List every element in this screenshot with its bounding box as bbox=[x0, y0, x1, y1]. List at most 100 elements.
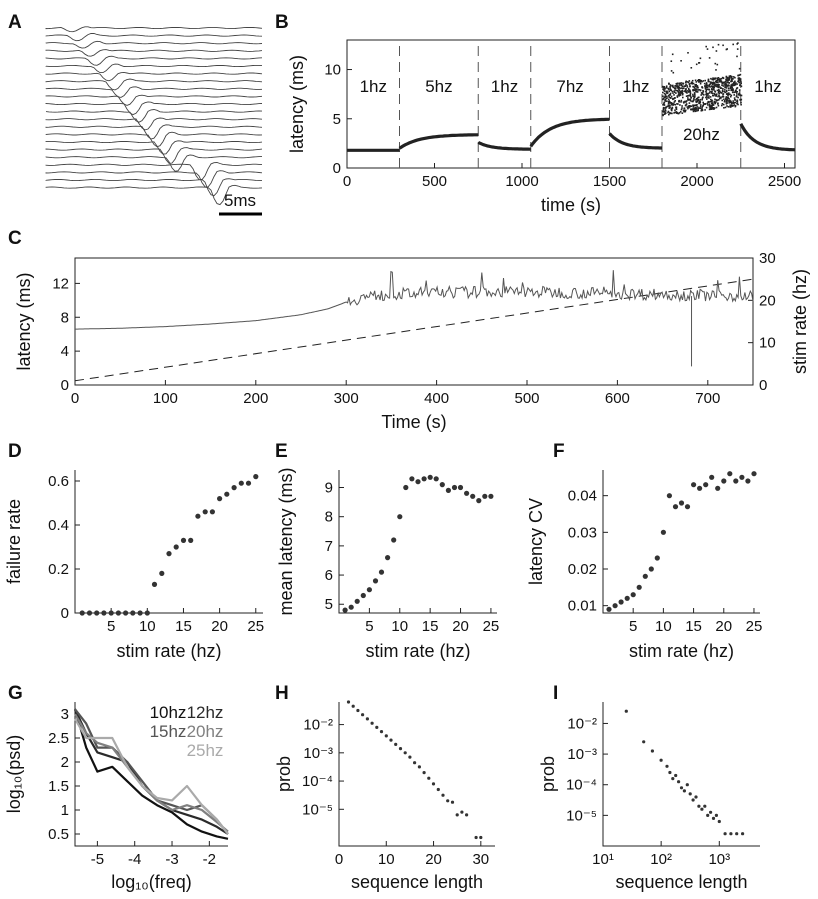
pt-20hz bbox=[701, 86, 703, 88]
pt-20hz bbox=[729, 87, 732, 90]
pt-20hz bbox=[692, 106, 695, 108]
data-point-1 bbox=[624, 709, 628, 713]
pt-20hz bbox=[717, 83, 719, 86]
data-point-19 bbox=[431, 782, 436, 786]
pt-20hz bbox=[705, 96, 707, 99]
pt-20hz bbox=[728, 101, 731, 103]
pt-20hz bbox=[665, 87, 668, 89]
segment-trace-4 bbox=[608, 132, 662, 150]
pt-20hz bbox=[683, 110, 685, 113]
pt-20hz bbox=[663, 101, 666, 104]
pt-20hz bbox=[692, 99, 695, 102]
pt-20hz bbox=[711, 102, 714, 104]
pt-20hz bbox=[713, 108, 715, 110]
panel-letter-e: E bbox=[275, 441, 288, 462]
data-point-7 bbox=[375, 725, 379, 730]
x-tick-0: 0 bbox=[71, 390, 79, 407]
pt-20hz bbox=[680, 101, 682, 103]
pt-20hz bbox=[712, 46, 714, 49]
y2-tick-2: 20 bbox=[759, 292, 776, 309]
pt-20hz bbox=[733, 104, 736, 106]
pt-20hz bbox=[676, 89, 679, 92]
pt-20hz bbox=[734, 105, 737, 108]
pt-20hz bbox=[711, 85, 713, 88]
pt-20hz bbox=[738, 89, 741, 91]
pt-20hz bbox=[667, 111, 669, 114]
pt-20hz bbox=[706, 98, 708, 100]
y2-tick-3: 30 bbox=[759, 250, 776, 267]
x-tick-1: 10 bbox=[378, 851, 395, 868]
pt-20hz bbox=[662, 106, 665, 109]
legend-15hz: 15hz bbox=[150, 722, 187, 741]
pt-20hz bbox=[672, 97, 674, 100]
pt-20hz bbox=[691, 108, 693, 111]
pt-20hz bbox=[684, 91, 687, 93]
pt-20hz bbox=[714, 85, 716, 87]
pt-20hz bbox=[689, 90, 692, 93]
data-point-13 bbox=[166, 551, 172, 557]
pt-20hz bbox=[694, 93, 696, 96]
x-tick-3: 20 bbox=[211, 618, 228, 635]
pt-20hz bbox=[682, 101, 685, 103]
data-point-22 bbox=[733, 478, 739, 484]
pt-20hz bbox=[690, 108, 692, 111]
pt-20hz bbox=[712, 92, 714, 95]
pt-20hz bbox=[716, 77, 718, 80]
pt-20hz bbox=[689, 85, 691, 88]
data-point-16 bbox=[433, 476, 439, 482]
pt-20hz bbox=[701, 80, 703, 83]
x-tick-2: 15 bbox=[685, 618, 702, 635]
x-tick-3: 300 bbox=[334, 390, 359, 407]
pt-20hz bbox=[698, 62, 700, 64]
data-point-14 bbox=[684, 504, 691, 510]
pt-20hz bbox=[738, 92, 741, 94]
y-axis-label: latency (ms) bbox=[14, 272, 34, 370]
pt-20hz bbox=[695, 108, 697, 110]
segment-label-4: 1hz bbox=[622, 77, 649, 96]
pt-20hz bbox=[695, 106, 697, 109]
pt-20hz bbox=[671, 85, 674, 88]
pt-20hz bbox=[679, 82, 681, 84]
trace-17 bbox=[45, 147, 263, 164]
trace-18 bbox=[45, 154, 262, 172]
pt-20hz bbox=[712, 81, 715, 84]
pt-20hz bbox=[685, 101, 687, 103]
pt-20hz bbox=[724, 86, 727, 89]
pt-20hz bbox=[731, 102, 734, 104]
pt-20hz bbox=[717, 86, 719, 89]
x-tick-4: 25 bbox=[247, 618, 264, 635]
pt-20hz bbox=[738, 93, 741, 95]
trace-19 bbox=[45, 162, 263, 181]
pt-20hz bbox=[708, 92, 711, 94]
pt-20hz bbox=[694, 79, 697, 82]
data-point-2 bbox=[642, 740, 646, 744]
pt-20hz bbox=[698, 107, 700, 109]
data-point-18 bbox=[202, 509, 208, 515]
panel-a-traces: 5ms bbox=[45, 26, 263, 216]
segment-trace-1 bbox=[398, 133, 479, 150]
trace-11 bbox=[45, 101, 263, 116]
pt-20hz bbox=[716, 81, 719, 84]
pt-20hz bbox=[664, 107, 666, 109]
pt-20hz bbox=[691, 79, 694, 82]
pt-20hz bbox=[668, 96, 670, 98]
trace-7 bbox=[45, 71, 263, 82]
series-line-25hz bbox=[74, 718, 229, 835]
data-point-6 bbox=[636, 584, 642, 590]
pt-20hz bbox=[711, 78, 714, 81]
pt-20hz bbox=[686, 84, 688, 87]
pt-20hz bbox=[695, 81, 698, 83]
pt-20hz bbox=[719, 86, 721, 88]
pt-20hz bbox=[684, 110, 687, 113]
pt-20hz bbox=[737, 42, 739, 44]
pt-20hz bbox=[678, 84, 681, 86]
pt-20hz bbox=[721, 84, 723, 87]
pt-20hz bbox=[680, 108, 683, 111]
pt-20hz bbox=[686, 86, 689, 88]
pt-20hz bbox=[696, 85, 699, 87]
data-point-7 bbox=[123, 610, 129, 616]
data-point-25 bbox=[488, 493, 494, 499]
pt-20hz bbox=[666, 95, 668, 98]
pt-20hz bbox=[673, 97, 675, 100]
pt-20hz bbox=[671, 90, 674, 93]
